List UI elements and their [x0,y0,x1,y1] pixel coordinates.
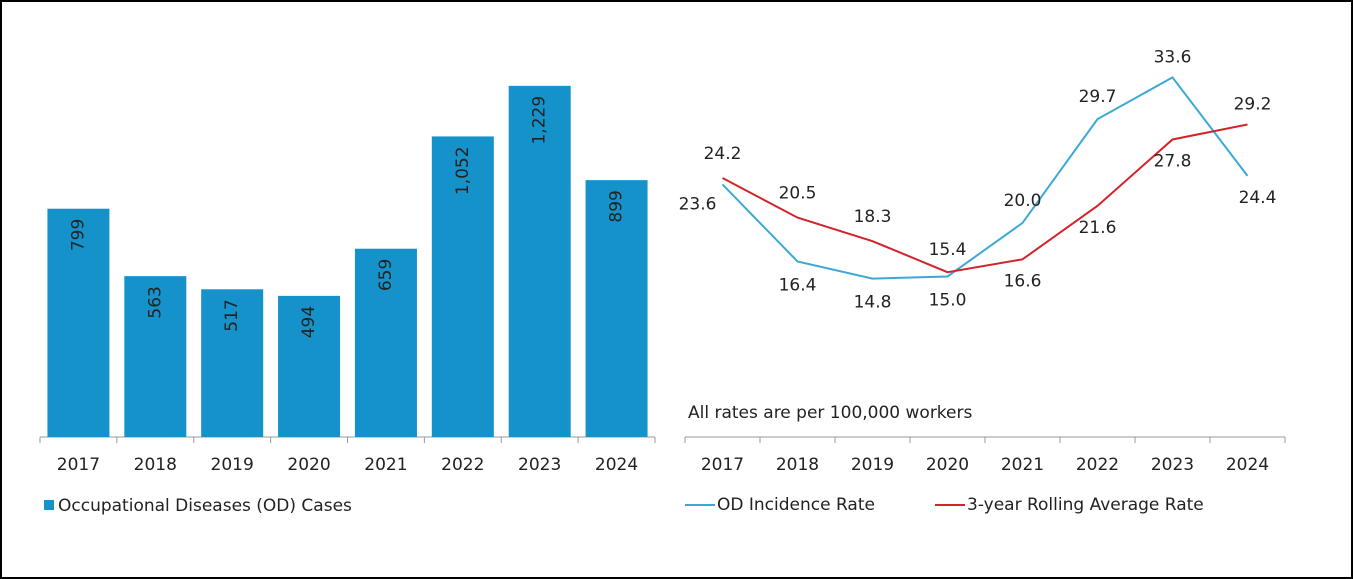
x-tick-label: 2017 [701,455,744,475]
data-label: 21.6 [1079,218,1117,238]
data-label: 20.0 [1004,191,1042,211]
bar [278,295,341,437]
x-tick-label: 2020 [926,455,969,475]
data-label: 24.2 [704,144,742,164]
legend-swatch [44,500,54,510]
bar [124,276,187,437]
annotation: All rates are per 100,000 workers [688,403,972,423]
x-tick-label: 2018 [134,455,177,475]
data-label: 16.6 [1004,271,1042,291]
bar [354,248,417,437]
data-label: 16.4 [779,275,817,295]
x-tick-label: 2020 [287,455,330,475]
data-label: 494 [299,306,319,338]
x-tick-label: 2017 [57,455,100,475]
x-tick-label: 2019 [211,455,254,475]
x-tick-label: 2021 [1001,455,1044,475]
x-tick-label: 2022 [441,455,484,475]
data-label: 899 [607,190,627,222]
bar [508,85,571,437]
data-label: 14.8 [854,293,892,313]
line [721,76,1249,280]
data-label: 18.3 [854,207,892,227]
data-label: 15.0 [929,290,967,310]
data-label: 1,052 [453,146,473,195]
data-label: 20.5 [779,184,817,204]
x-tick-label: 2021 [364,455,407,475]
bar [201,289,264,437]
x-tick-label: 2024 [595,455,638,475]
legend-label: Occupational Diseases (OD) Cases [58,496,352,516]
legend-label: OD Incidence Rate [717,495,875,515]
x-tick-label: 2019 [851,455,894,475]
data-label: 33.6 [1154,47,1192,67]
data-label: 29.7 [1079,87,1117,107]
legend-label: 3-year Rolling Average Rate [967,495,1204,515]
bar [47,208,110,437]
data-label: 517 [222,299,242,331]
x-tick-label: 2023 [518,455,561,475]
line [722,123,1248,274]
x-tick-label: 2022 [1076,455,1119,475]
x-tick-label: 2018 [776,455,819,475]
x-tick-label: 2023 [1151,455,1194,475]
data-label: 27.8 [1154,151,1192,171]
x-tick-label: 2024 [1226,455,1269,475]
data-label: 24.4 [1239,188,1277,208]
data-label: 563 [145,286,165,318]
data-label: 1,229 [530,96,550,145]
data-label: 15.4 [929,240,967,260]
data-label: 29.2 [1234,94,1272,114]
bar [431,136,494,437]
data-label: 23.6 [679,194,717,214]
data-label: 659 [376,259,396,291]
bar [585,180,648,437]
data-label: 799 [68,219,88,251]
